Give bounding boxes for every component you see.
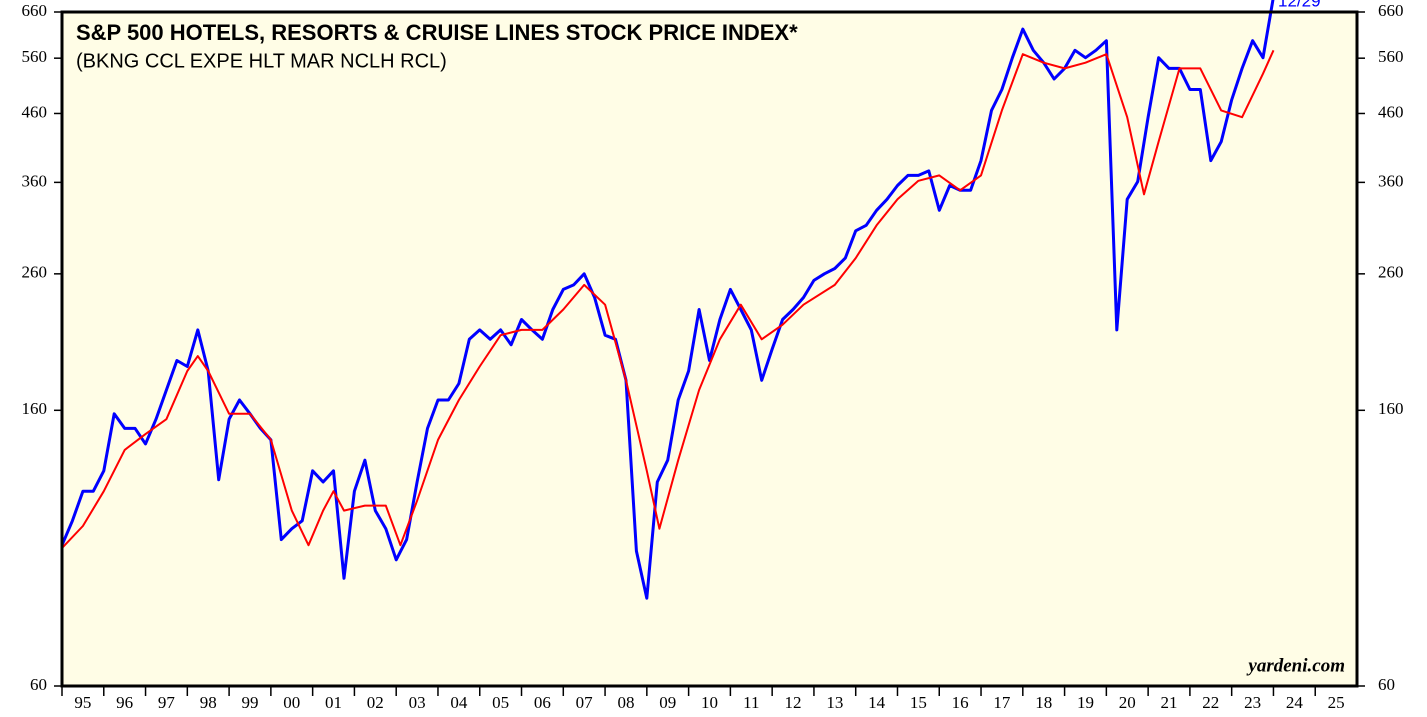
y-tick-label: 460 — [22, 102, 48, 121]
x-tick-label: 22 — [1202, 693, 1219, 712]
y2-tick-label: 560 — [1378, 47, 1404, 66]
x-tick-label: 11 — [743, 693, 759, 712]
y-tick-label: 160 — [22, 399, 48, 418]
series-line — [61, 49, 1275, 549]
x-tick-label: 20 — [1119, 693, 1136, 712]
annotation: 12/29 — [1278, 0, 1321, 10]
y2-tick-label: 460 — [1378, 102, 1404, 121]
y2-tick-label: 360 — [1378, 171, 1404, 190]
x-tick-label: 99 — [241, 693, 258, 712]
x-tick-label: 00 — [283, 693, 300, 712]
x-tick-label: 01 — [325, 693, 342, 712]
plot-area — [62, 12, 1357, 686]
x-tick-label: 16 — [952, 693, 969, 712]
y2-tick-label: 160 — [1378, 399, 1404, 418]
x-tick-label: 12 — [785, 693, 802, 712]
chart-subtitle: (BKNG CCL EXPE HLT MAR NCLH RCL) — [76, 50, 447, 72]
x-tick-label: 97 — [158, 693, 176, 712]
y2-tick-label: 660 — [1378, 1, 1404, 20]
x-tick-label: 98 — [200, 693, 217, 712]
source: yardeni.com — [1246, 655, 1345, 676]
x-tick-label: 24 — [1286, 693, 1304, 712]
y2-tick-label: 60 — [1378, 675, 1395, 694]
y-tick-label: 260 — [22, 263, 48, 282]
x-tick-label: 05 — [492, 693, 509, 712]
x-tick-label: 06 — [534, 693, 551, 712]
x-tick-label: 25 — [1328, 693, 1345, 712]
x-tick-label: 95 — [74, 693, 91, 712]
marks — [60, 0, 1275, 600]
x-tick-label: 19 — [1077, 693, 1094, 712]
x-tick-label: 23 — [1244, 693, 1261, 712]
x-tick-label: 15 — [910, 693, 927, 712]
plot-frame — [60, 10, 1359, 688]
y-tick-label: 60 — [30, 675, 47, 694]
x-tick-label: 14 — [868, 693, 886, 712]
x-tick-label: 09 — [659, 693, 676, 712]
x-tick-label: 96 — [116, 693, 133, 712]
y-tick-label: 560 — [22, 47, 48, 66]
x-tick-label: 02 — [367, 693, 384, 712]
x-tick-label: 13 — [826, 693, 843, 712]
y-tick-label: 360 — [22, 171, 48, 190]
y2-tick-label: 260 — [1378, 263, 1404, 282]
x-tick-label: 04 — [450, 693, 468, 712]
x-tick-label: 17 — [993, 693, 1011, 712]
x-tick-label: 18 — [1035, 693, 1052, 712]
x-tick-label: 07 — [576, 693, 594, 712]
x-tick-label: 21 — [1161, 693, 1178, 712]
y-tick-label: 660 — [22, 1, 48, 20]
x-tick-label: 10 — [701, 693, 718, 712]
x-tick-label: 08 — [617, 693, 634, 712]
chart-title: S&P 500 HOTELS, RESORTS & CRUISE LINES S… — [76, 20, 798, 45]
x-tick-label: 03 — [409, 693, 426, 712]
